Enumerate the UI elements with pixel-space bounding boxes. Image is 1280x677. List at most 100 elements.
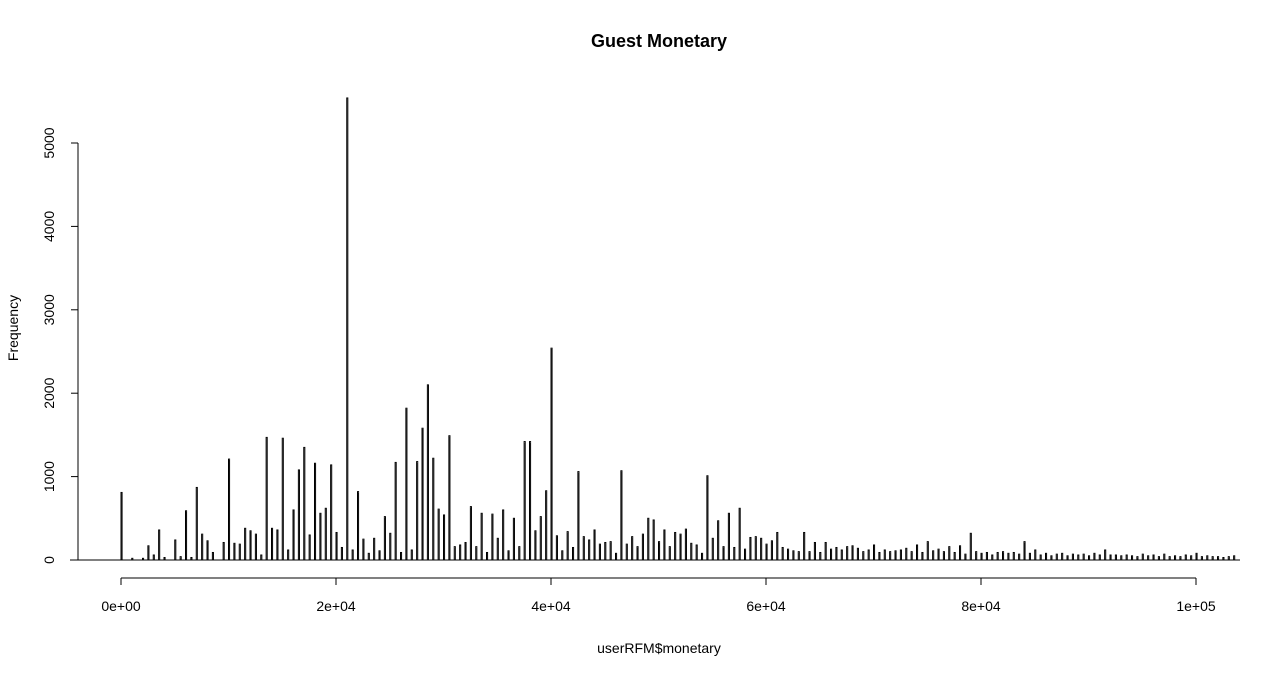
histogram-bar (722, 546, 725, 561)
histogram-bar (1190, 555, 1193, 561)
histogram-bar (996, 551, 999, 561)
histogram-bar (486, 551, 489, 561)
histogram-bar (701, 552, 704, 561)
histogram-bar (1163, 553, 1166, 561)
histogram-bar (937, 548, 940, 561)
histogram-bar (405, 407, 408, 561)
histogram-bar (1088, 555, 1091, 561)
x-axis-label: userRFM$monetary (597, 640, 721, 656)
histogram-bar (588, 539, 591, 561)
histogram-bar (684, 528, 687, 561)
y-tick-label: 5000 (41, 127, 57, 158)
histogram-bar (357, 491, 360, 561)
histogram-bar (566, 531, 569, 561)
histogram-bar (346, 97, 349, 561)
histogram-bar (760, 537, 763, 561)
histogram-bar (641, 533, 644, 561)
histogram-bar (899, 549, 902, 561)
histogram-bar (808, 551, 811, 561)
histogram-bar (1168, 556, 1171, 561)
histogram-bar (211, 551, 214, 561)
histogram-bar (201, 533, 204, 561)
histogram-bar (953, 551, 956, 561)
histogram-bar (303, 446, 306, 561)
histogram-bar (244, 527, 247, 561)
bars-layer (70, 97, 1240, 561)
histogram-bar (787, 548, 790, 561)
histogram-bar (969, 532, 972, 561)
histogram-bar (916, 544, 919, 561)
histogram-bar (523, 441, 526, 561)
histogram-bar (964, 553, 967, 561)
histogram-bar (663, 529, 666, 561)
histogram-bar (813, 541, 816, 561)
x-tick-label: 6e+04 (746, 598, 786, 614)
histogram-bar (1195, 552, 1198, 561)
histogram-bar (754, 536, 757, 561)
histogram-bar (518, 546, 521, 561)
histogram-bar (287, 549, 290, 561)
histogram-bar (437, 508, 440, 561)
histogram-bar (690, 542, 693, 561)
histogram-bar (856, 547, 859, 561)
histogram-bar (319, 512, 322, 561)
histogram-bar (1217, 556, 1220, 561)
histogram-bar (1109, 554, 1112, 561)
histogram-bar (1039, 554, 1042, 561)
histogram-bar (1055, 553, 1058, 561)
histogram-bar (464, 541, 467, 561)
histogram-bar (1211, 556, 1214, 561)
histogram-bar (1066, 555, 1069, 561)
y-axis: 0 1000 2000 3000 4000 5000 (41, 127, 79, 564)
histogram-bar (889, 551, 892, 561)
histogram-bar (727, 512, 730, 561)
histogram-bar (260, 554, 263, 561)
histogram-bar (765, 543, 768, 561)
histogram-bar (840, 549, 843, 561)
histogram-bar (1077, 554, 1080, 561)
histogram-bar (297, 469, 300, 561)
histogram-bar (1152, 554, 1155, 561)
histogram-bar (480, 512, 483, 561)
histogram-bar (1157, 556, 1160, 561)
histogram-bar (324, 507, 327, 561)
histogram-bar (502, 509, 505, 561)
histogram-bar (512, 517, 515, 561)
histogram-bar (744, 548, 747, 561)
histogram-bar (1206, 555, 1209, 561)
histogram-bar (985, 551, 988, 561)
histogram-bar (1007, 552, 1010, 561)
histogram-bar (378, 550, 381, 561)
histogram-bar (609, 541, 612, 561)
y-axis-label: Frequency (5, 295, 21, 361)
histogram-bar (1179, 556, 1182, 561)
histogram-bar (873, 544, 876, 561)
histogram-bar (152, 554, 155, 561)
histogram-bar (1071, 553, 1074, 561)
histogram-bar (1028, 552, 1031, 561)
histogram-bar (830, 548, 833, 561)
histogram-bar (265, 436, 268, 561)
histogram-bar (373, 537, 376, 561)
histogram-bar (1012, 551, 1015, 561)
histogram-bar (555, 535, 558, 561)
histogram-bar (158, 529, 161, 561)
histogram-bar (781, 546, 784, 561)
histogram-bar (410, 549, 413, 561)
histogram-bar (862, 551, 865, 561)
histogram-bar (577, 471, 580, 561)
x-tick-label: 8e+04 (961, 598, 1001, 614)
histogram-bar (491, 513, 494, 561)
histogram-bar (550, 347, 553, 561)
histogram-bar (803, 531, 806, 561)
histogram-bar (459, 544, 462, 561)
histogram-bar (1023, 541, 1026, 561)
histogram-bar (770, 540, 773, 561)
y-tick-label: 2000 (41, 377, 57, 408)
histogram-bar (910, 551, 913, 561)
histogram-bar (851, 545, 854, 561)
histogram-bar (980, 552, 983, 561)
x-axis: 0e+00 2e+04 4e+04 6e+04 8e+04 1e+05 (101, 577, 1216, 614)
x-tick-label: 2e+04 (316, 598, 356, 614)
